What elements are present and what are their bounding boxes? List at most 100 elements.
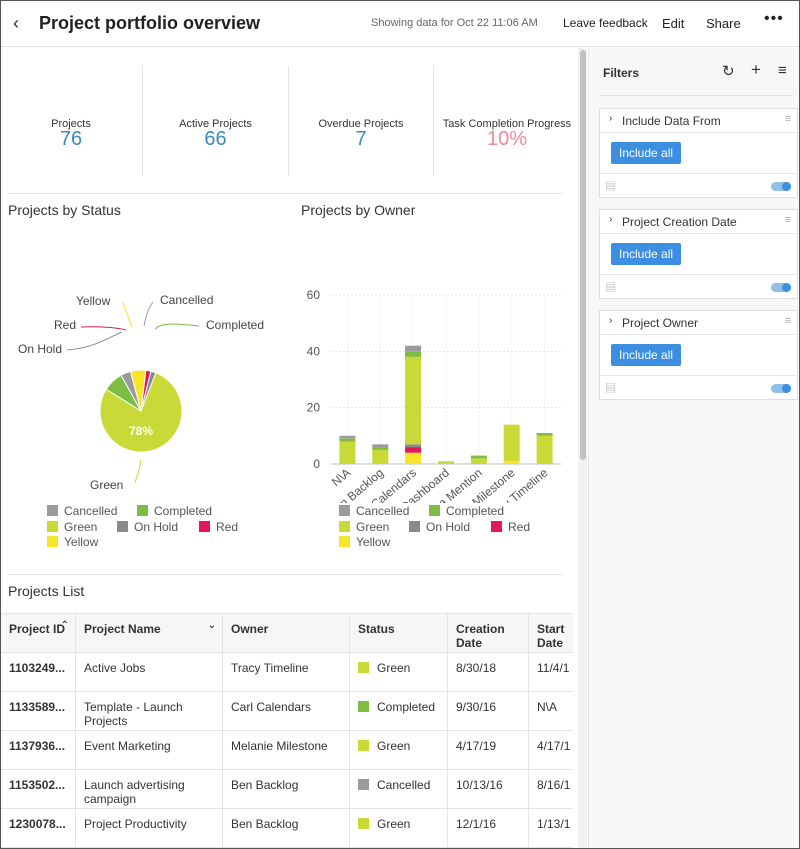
- trash-icon[interactable]: ▤: [605, 279, 617, 293]
- cell-creation-date: 12/1/16: [448, 809, 529, 847]
- pie-leader-lines: [66, 301, 200, 484]
- scroll-thumb[interactable]: [580, 50, 586, 460]
- share-button[interactable]: Share: [706, 16, 741, 31]
- trash-icon[interactable]: ▤: [605, 178, 617, 192]
- pie-slice-green[interactable]: [99, 372, 183, 453]
- pie-center-label: 78%: [129, 424, 153, 438]
- bar-segment-completed[interactable]: [339, 438, 356, 442]
- chevron-right-icon[interactable]: ›: [609, 113, 613, 124]
- column-header-status[interactable]: Status: [350, 614, 448, 652]
- legend-item-green[interactable]: Green: [339, 520, 389, 534]
- kpi-label: Projects: [51, 118, 91, 130]
- table-row[interactable]: 1230078... Project Productivity Ben Backlo…: [1, 809, 573, 848]
- filter-toggle[interactable]: [771, 182, 791, 191]
- legend-item-completed[interactable]: Completed: [137, 504, 212, 518]
- sort-asc-icon[interactable]: ⌃: [60, 620, 69, 631]
- legend-item-red[interactable]: Red: [491, 520, 530, 534]
- bar-segment-green[interactable]: [503, 424, 520, 462]
- cell-start-date: 11/4/1: [529, 653, 573, 691]
- page-title: Project portfolio overview: [39, 13, 261, 33]
- add-filter-icon[interactable]: +: [751, 60, 761, 79]
- include-all-button[interactable]: Include all: [611, 142, 682, 164]
- bar-segment-completed[interactable]: [536, 433, 553, 436]
- cell-owner: Melanie Milestone: [223, 731, 350, 769]
- bar-segment-completed[interactable]: [470, 455, 487, 459]
- back-arrow-icon[interactable]: ‹: [13, 13, 19, 33]
- legend-label: Cancelled: [356, 504, 410, 518]
- table-row[interactable]: 1133589... Template - Launch Projects Carl…: [1, 692, 573, 731]
- cell-owner: Ben Backlog: [223, 809, 350, 847]
- bar-segment-cancelled[interactable]: [372, 444, 389, 448]
- main-scrollbar[interactable]: [578, 48, 587, 848]
- legend-item-cancelled[interactable]: Cancelled: [47, 504, 117, 518]
- status-swatch: [358, 818, 369, 829]
- cell-text: 12/1/16: [456, 817, 497, 831]
- bar-segment-green[interactable]: [470, 458, 487, 464]
- column-header-project-id[interactable]: Project ID ⌃: [1, 614, 76, 652]
- column-header-start-date[interactable]: Start Date: [529, 614, 573, 652]
- bar-segment-yellow[interactable]: [405, 452, 422, 464]
- bar-segment-completed[interactable]: [405, 351, 422, 357]
- chevron-right-icon[interactable]: ›: [609, 315, 613, 326]
- bar-segment-green[interactable]: [339, 441, 356, 465]
- swatch: [137, 505, 148, 516]
- leader-red: [80, 326, 127, 331]
- legend-item-red[interactable]: Red: [199, 520, 238, 534]
- filter-card-header[interactable]: › Project Creation Date ≡: [600, 210, 797, 234]
- drag-handle-icon[interactable]: ≡: [784, 315, 791, 327]
- header-label: Start Date: [537, 622, 565, 650]
- header-label: Owner: [231, 622, 269, 636]
- bar-segment-green[interactable]: [372, 449, 389, 464]
- filter-card-header[interactable]: › Project Owner ≡: [600, 311, 797, 335]
- table-row[interactable]: 1103249... Active Jobs Tracy Timeline Green…: [1, 653, 573, 692]
- cell-text: 1230078...: [9, 817, 66, 831]
- legend-item-green[interactable]: Green: [47, 520, 97, 534]
- table-row[interactable]: 1153502... Launch advertising campaign Ben…: [1, 770, 573, 809]
- swatch: [491, 521, 502, 532]
- pie-slice-on-hold[interactable]: [140, 370, 157, 412]
- table-row[interactable]: 1137936... Event Marketing Melanie Milesto…: [1, 731, 573, 770]
- bar-segment-green[interactable]: [536, 435, 553, 464]
- filter-toggle[interactable]: [771, 384, 791, 393]
- include-all-button[interactable]: Include all: [611, 243, 682, 265]
- column-header-creation-date[interactable]: Creation Date: [448, 614, 529, 652]
- legend-item-yellow[interactable]: Yellow: [339, 535, 390, 549]
- legend-item-on-hold[interactable]: On Hold: [117, 520, 178, 534]
- leave-feedback-button[interactable]: Leave feedback: [563, 16, 648, 30]
- drag-handle-icon[interactable]: ≡: [784, 113, 791, 125]
- legend-item-on-hold[interactable]: On Hold: [409, 520, 470, 534]
- menu-icon[interactable]: ≡: [778, 62, 787, 79]
- edit-button[interactable]: Edit: [662, 16, 685, 31]
- legend-item-completed[interactable]: Completed: [429, 504, 504, 518]
- status-pie-chart: Yellow Cancelled Completed Red On Hold G…: [18, 293, 264, 492]
- filter-card-header[interactable]: › Include Data From ≡: [600, 109, 797, 133]
- cell-owner: Tracy Timeline: [223, 653, 350, 691]
- bar-segment-red[interactable]: [405, 447, 422, 453]
- more-options-icon[interactable]: •••: [764, 10, 784, 27]
- filter-toggle[interactable]: [771, 283, 791, 292]
- filter-label: Project Creation Date: [622, 215, 737, 229]
- chevron-right-icon[interactable]: ›: [609, 214, 613, 225]
- bar-segment-cancelled[interactable]: [339, 435, 356, 439]
- chevron-down-icon[interactable]: ⌄: [207, 620, 216, 631]
- trash-icon[interactable]: ▤: [605, 380, 617, 394]
- bar-segment-green[interactable]: [405, 357, 422, 445]
- cell-text: 1137936...: [9, 739, 66, 753]
- column-header-owner[interactable]: Owner: [223, 614, 350, 652]
- header-label: Creation Date: [456, 622, 505, 650]
- cell-text: 1153502...: [9, 778, 66, 792]
- include-all-button[interactable]: Include all: [611, 344, 682, 366]
- cell-start-date: 4/17/1: [529, 731, 573, 769]
- column-header-project-name[interactable]: Project Name ⌄: [76, 614, 223, 652]
- cell-owner: Carl Calendars: [223, 692, 350, 730]
- bar-segment-yellow[interactable]: [503, 461, 520, 464]
- legend-item-cancelled[interactable]: Cancelled: [339, 504, 409, 518]
- bar-segment-on-hold[interactable]: [405, 444, 422, 448]
- drag-handle-icon[interactable]: ≡: [784, 214, 791, 226]
- bar-segment-completed[interactable]: [372, 447, 389, 450]
- legend-label: Green: [64, 520, 98, 534]
- bar-segment-green[interactable]: [438, 461, 454, 464]
- legend-item-yellow[interactable]: Yellow: [47, 535, 98, 549]
- bar-segment-cancelled[interactable]: [405, 345, 422, 352]
- refresh-icon[interactable]: ↻: [722, 63, 735, 80]
